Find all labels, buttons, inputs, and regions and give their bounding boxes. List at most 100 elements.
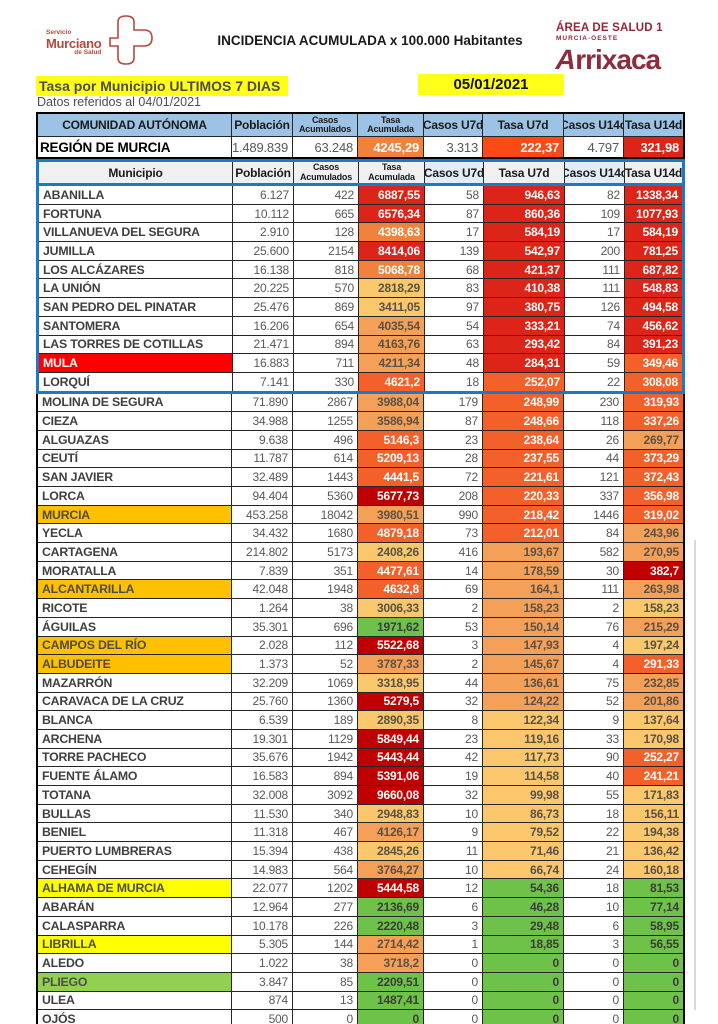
tasa-u14d-cell: 687,82 [624, 260, 682, 279]
tasa-u14d-cell: 548,83 [624, 279, 682, 298]
region-tasa-u7d-cell: 222,37 [482, 137, 563, 157]
municipio-header-row: Municipio Población Casos Acumulados Tas… [39, 162, 682, 186]
casos-acumulados-cell: 3092 [292, 786, 357, 804]
tasa-u7d-cell: 54,36 [482, 879, 563, 898]
casos-u7d-cell: 2 [423, 599, 482, 617]
casos-acumulados-cell: 438 [292, 842, 357, 860]
poblacion-cell: 32.489 [231, 468, 292, 486]
table-row: ALBUDEITE 1.373 52 3787,33 2 145,67 4 291,33 [38, 654, 683, 673]
poblacion-cell: 6.127 [232, 186, 293, 204]
casos-acumulados-cell: 894 [292, 767, 357, 785]
municipality-name-cell: ALEDO [42, 956, 85, 971]
casos-acumulados-cell: 570 [293, 279, 358, 298]
table-row: CARTAGENA 214.802 5173 2408,26 416 193,67 582 2… [38, 542, 683, 561]
tasa-u7d-cell: 193,67 [482, 543, 563, 561]
servicio-murciano-logo: Servicio Murciano de Salud [46, 14, 176, 72]
page-title: INCIDENCIA ACUMULADA x 100.000 Habitante… [217, 33, 523, 48]
casos-u14d-cell: 18 [563, 804, 623, 823]
poblacion-cell: 16.583 [231, 767, 292, 785]
tasa-u7d-cell: 114,58 [482, 767, 563, 785]
table-row: ALCANTARILLA 42.048 1948 4632,8 69 164,1 111 26… [38, 579, 683, 599]
municipality-name-cell: ABARÁN [42, 899, 95, 914]
casos-u14d-cell: 10 [563, 898, 623, 916]
poblacion-cell: 25.600 [232, 242, 293, 260]
table-row: BLANCA 6.539 189 2890,35 8 122,34 9 137,64 [38, 710, 683, 729]
municipality-name-cell: JUMILLA [43, 243, 95, 258]
tasa-acumulada-cell: 5677,73 [357, 487, 423, 505]
poblacion-cell: 1.264 [231, 599, 292, 617]
casos-u14d-cell: 3 [563, 935, 623, 954]
tasa-u14d-cell: 252,27 [623, 748, 683, 767]
casos-u14d-cell: 75 [563, 673, 623, 692]
municipality-name-cell: SAN JAVIER [42, 470, 113, 485]
table-row: MAZARRÓN 32.209 1069 3318,95 44 136,61 75 232,8… [38, 672, 683, 692]
col-tasa-u7d: Tasa U7d [482, 114, 563, 136]
col-tasa-u14d-2: Tasa U14d [624, 162, 682, 183]
casos-u7d-cell: 3 [423, 636, 482, 655]
casos-u7d-cell: 179 [423, 393, 482, 412]
tasa-u14d-cell: 56,55 [623, 935, 683, 954]
poblacion-cell: 500 [231, 1010, 292, 1024]
tasa-acumulada-cell: 5391,06 [357, 767, 423, 785]
casos-u14d-cell: 24 [563, 860, 623, 879]
casos-u14d-cell: 1446 [563, 505, 623, 524]
casos-u7d-cell: 14 [423, 561, 482, 580]
tasa-acumulada-cell: 5849,44 [357, 729, 423, 748]
incidence-table: COMUNIDAD AUTÓNOMA Población Casos Acumu… [36, 112, 685, 1024]
casos-acumulados-cell: 1948 [292, 580, 357, 599]
tasa-u7d-cell: 542,97 [483, 242, 564, 260]
col-poblacion-2: Población [232, 162, 293, 183]
logo-text: Servicio Murciano de Salud [46, 29, 102, 56]
table-row: MOLINA DE SEGURA 71.890 2867 3988,04 179 248,… [38, 393, 683, 412]
tasa-u14d-cell: 0 [623, 991, 683, 1010]
table-row: CALASPARRA 10.178 226 2220,48 3 29,48 6 58,95 [38, 915, 683, 935]
casos-u7d-cell: 0 [423, 1010, 482, 1024]
area-salud-subtitle: MURCIA-OESTE [556, 35, 619, 43]
region-header-row: COMUNIDAD AUTÓNOMA Población Casos Acumu… [38, 114, 683, 136]
casos-u7d-cell: 68 [424, 260, 483, 279]
casos-acumulados-cell: 340 [292, 804, 357, 823]
tasa-acumulada-cell: 6576,34 [358, 204, 424, 223]
table-row: MULA 16.883 711 4211,34 48 284,31 59 349,46 [39, 353, 682, 372]
casos-u7d-cell: 6 [423, 898, 482, 916]
poblacion-cell: 19.301 [231, 729, 292, 748]
tasa-u14d-cell: 232,85 [623, 673, 683, 692]
municipality-name-cell: ALHAMA DE MURCIA [38, 879, 231, 898]
casos-acumulados-cell: 1942 [292, 748, 357, 767]
table-row: LOS ALCÁZARES 16.138 818 5068,78 68 421,37 111… [39, 259, 682, 279]
casos-acumulados-cell: 226 [292, 916, 357, 935]
tasa-u7d-cell: 117,73 [482, 748, 563, 767]
tasa-acumulada-cell: 9660,08 [357, 786, 423, 804]
municipality-name-cell: MOLINA DE SEGURA [42, 395, 164, 410]
poblacion-cell: 5.305 [231, 935, 292, 954]
tasa-u7d-cell: 0 [482, 954, 563, 972]
tasa-acumulada-cell: 3988,04 [357, 393, 423, 412]
casos-u7d-cell: 97 [424, 298, 483, 316]
table-row: FORTUNA 10.112 665 6576,34 87 860,36 109 1077,9… [39, 203, 682, 223]
casos-u14d-cell: 33 [563, 729, 623, 748]
casos-acumulados-cell: 112 [292, 636, 357, 655]
poblacion-cell: 214.802 [231, 543, 292, 561]
poblacion-cell: 32.008 [231, 786, 292, 804]
tasa-u14d-cell: 201,86 [623, 692, 683, 711]
casos-acumulados-cell: 2867 [292, 393, 357, 412]
poblacion-cell: 32.209 [231, 673, 292, 692]
poblacion-cell: 14.983 [231, 860, 292, 879]
casos-u7d-cell: 23 [423, 430, 482, 449]
casos-u7d-cell: 17 [424, 223, 483, 242]
casos-u7d-cell: 58 [424, 186, 483, 204]
casos-u14d-cell: 337 [563, 487, 623, 505]
casos-acumulados-cell: 0 [292, 1010, 357, 1024]
highlighted-municipality-group: Municipio Población Casos Acumulados Tas… [36, 159, 685, 394]
casos-u14d-cell: 230 [563, 393, 623, 412]
region-casos-acum-cell: 63.248 [292, 137, 357, 157]
casos-u7d-cell: 990 [423, 505, 482, 524]
casos-acumulados-cell: 665 [293, 204, 358, 223]
poblacion-cell: 3.847 [231, 972, 292, 991]
tasa-acumulada-cell: 5209,13 [357, 449, 423, 468]
tasa-acumulada-cell: 3764,27 [357, 860, 423, 879]
tasa-acumulada-cell: 6887,55 [358, 186, 424, 204]
casos-u7d-cell: 48 [424, 354, 483, 372]
table-row: SAN PEDRO DEL PINATAR 25.476 869 3411,05 97 3… [39, 297, 682, 316]
page-edge-line [694, 540, 696, 1010]
